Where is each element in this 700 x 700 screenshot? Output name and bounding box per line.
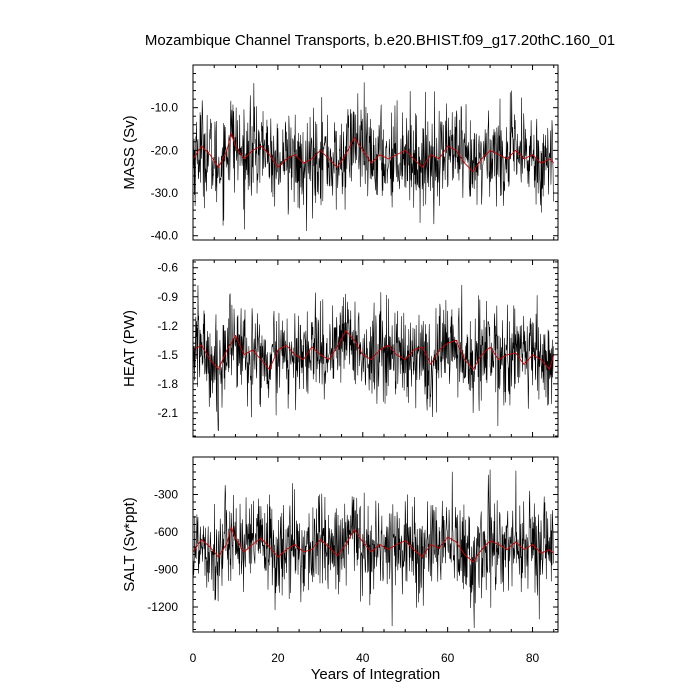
monthly-series-line bbox=[192, 469, 554, 629]
y-axis-label: HEAT (PW) bbox=[121, 310, 138, 387]
monthly-series-line bbox=[192, 284, 554, 432]
y-axis-label: SALT (Sv*ppt) bbox=[121, 497, 138, 591]
y-axis-label: MASS (Sv) bbox=[121, 115, 138, 189]
y-tick-label: -10.0 bbox=[151, 101, 179, 115]
x-tick-label: 0 bbox=[190, 651, 197, 665]
figure-title: Mozambique Channel Transports, b.e20.BHI… bbox=[144, 32, 616, 49]
x-axis-label: Years of Integration bbox=[310, 666, 441, 683]
panel-1: -10.0 -20.0 -30.0 -40.0 MASS (Sv) bbox=[121, 64, 559, 243]
y-tick-label: -600 bbox=[154, 525, 178, 539]
y-tick-label: -1200 bbox=[147, 600, 178, 614]
y-tick-label: -1.2 bbox=[157, 319, 178, 333]
smoothed-series-line bbox=[192, 132, 555, 173]
panel-2: -0.6 -0.9 -1.2 -1.5 -1.8 -2.1 HEAT (PW) bbox=[121, 259, 559, 438]
plot-frame bbox=[192, 64, 559, 241]
y-tick-label: -30.0 bbox=[151, 186, 179, 200]
smoothed-series-line bbox=[192, 526, 555, 563]
y-tick-label: -0.9 bbox=[157, 290, 178, 304]
plot-frame bbox=[192, 456, 559, 633]
y-tick-label: -40.0 bbox=[151, 229, 179, 243]
x-tick-label: 40 bbox=[356, 651, 370, 665]
y-tick-label: -0.6 bbox=[157, 261, 178, 275]
smoothed-series-line bbox=[192, 330, 555, 370]
y-tick-label: -20.0 bbox=[151, 143, 179, 157]
x-tick-label: 20 bbox=[271, 651, 285, 665]
y-tick-label: -1.8 bbox=[157, 377, 178, 391]
x-tick-label: 80 bbox=[526, 651, 540, 665]
y-tick-label: -2.1 bbox=[157, 406, 178, 420]
y-tick-label: -1.5 bbox=[157, 348, 178, 362]
x-tick-label: 60 bbox=[441, 651, 455, 665]
y-tick-label: -900 bbox=[154, 563, 178, 577]
y-tick-label: -300 bbox=[154, 488, 178, 502]
monthly-series-line bbox=[192, 82, 554, 232]
panel-3: 0 20 40 60 80 -300 -600 -900 -1200 SALT (Sv*ppt) bbox=[121, 456, 559, 665]
